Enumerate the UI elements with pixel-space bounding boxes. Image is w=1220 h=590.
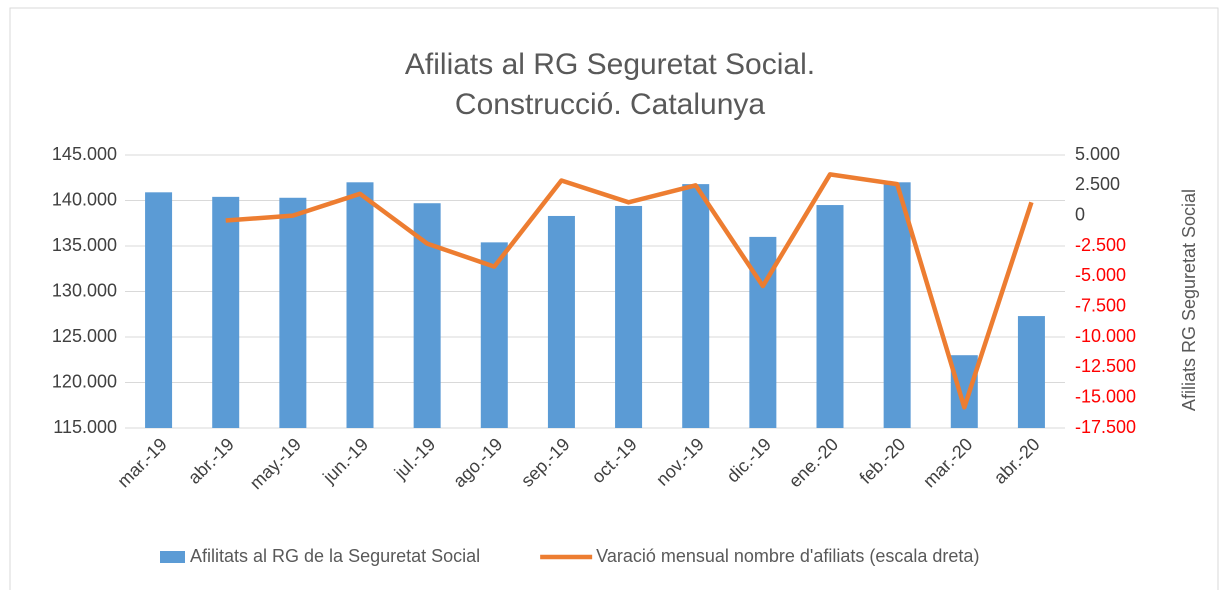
y2-tick-label: -7.500 xyxy=(1075,295,1126,315)
bar xyxy=(145,192,173,428)
y-tick-label: 135.000 xyxy=(52,235,117,255)
y2-tick-label: -2.500 xyxy=(1075,235,1126,255)
y2-tick-label: 5.000 xyxy=(1075,144,1120,164)
y2-tick-label: -5.000 xyxy=(1075,265,1126,285)
chart-frame xyxy=(9,7,1219,590)
chart-title: Afiliats al RG Seguretat Social. xyxy=(405,48,815,81)
y-tick-label: 120.000 xyxy=(52,371,117,391)
bar xyxy=(682,184,710,428)
y-tick-label: 145.000 xyxy=(52,144,117,164)
bar xyxy=(950,355,978,428)
legend-label: Afilitats al RG de la Seguretat Social xyxy=(190,546,480,566)
y-tick-label: 140.000 xyxy=(52,189,117,209)
y2-tick-label: -15.000 xyxy=(1075,386,1136,406)
y-tick-label: 130.000 xyxy=(52,280,117,300)
line xyxy=(225,172,1034,410)
y2-axis-label: Afiliats RG Seguretat Social xyxy=(1179,189,1199,411)
bar xyxy=(883,182,911,428)
y2-tick-label: -12.500 xyxy=(1075,356,1136,376)
bar xyxy=(413,203,441,428)
legend-swatch xyxy=(160,551,185,563)
bar xyxy=(212,196,240,428)
chart-title: Construcció. Catalunya xyxy=(455,88,765,121)
bar xyxy=(615,205,643,428)
bar xyxy=(749,236,777,428)
y2-tick-label: -17.500 xyxy=(1075,417,1136,437)
y2-tick-label: -10.000 xyxy=(1075,326,1136,346)
y-tick-label: 125.000 xyxy=(52,326,117,346)
bar xyxy=(279,197,307,428)
bar xyxy=(480,242,508,428)
bar xyxy=(1017,316,1045,428)
y2-tick-label: 0 xyxy=(1075,204,1085,224)
bar xyxy=(346,182,374,428)
bar xyxy=(816,205,844,428)
y-tick-label: 115.000 xyxy=(53,417,117,437)
legend-label: Varació mensual nombre d'afiliats (escal… xyxy=(596,546,979,566)
y2-tick-label: 2.500 xyxy=(1075,174,1120,194)
bar xyxy=(547,215,575,428)
